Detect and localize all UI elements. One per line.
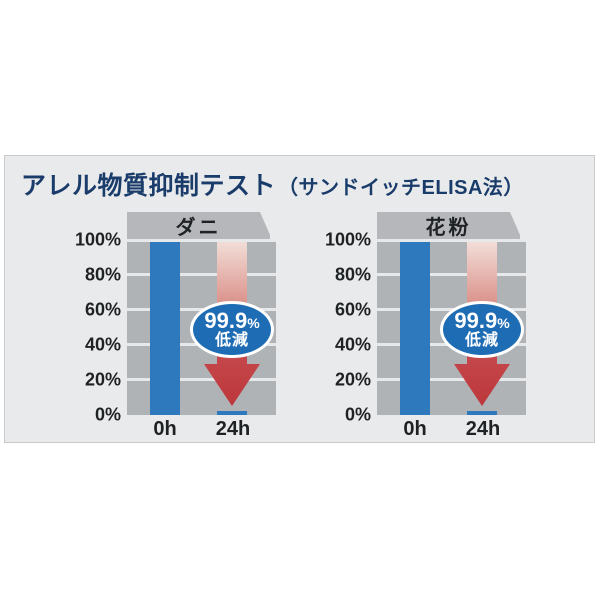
plot-area: 99.9% 低減	[377, 239, 526, 415]
y-tick-label: 60%	[84, 299, 121, 320]
x-tick-label: 24h	[215, 418, 251, 440]
y-tick-label: 0%	[94, 404, 121, 425]
title-main: アレル物質抑制テスト	[21, 172, 277, 200]
y-tick-label: 40%	[334, 334, 371, 355]
y-tick-label: 20%	[334, 369, 371, 390]
plot-area: 99.9% 低減	[127, 239, 276, 415]
bar-24h	[217, 411, 247, 415]
gridline	[377, 378, 526, 381]
reduction-badge: 99.9% 低減	[440, 301, 524, 358]
gridline	[377, 239, 526, 242]
reduction-label: 低減	[214, 331, 249, 349]
gridline	[127, 239, 276, 242]
y-tick-label: 100%	[74, 229, 121, 250]
y-tick-label: 40%	[84, 334, 121, 355]
y-tick-label: 80%	[84, 264, 121, 285]
y-tick-label: 20%	[84, 369, 121, 390]
x-axis: 0h 24h	[127, 418, 276, 442]
chart-kafun: 100% 80% 60% 40% 20% 0% 花粉	[311, 212, 526, 444]
y-tick-label: 100%	[324, 229, 371, 250]
gridline	[377, 273, 526, 276]
gridline	[127, 378, 276, 381]
y-tick-label: 0%	[344, 404, 371, 425]
page-title: アレル物質抑制テスト （サンドイッチELISA法）	[21, 166, 524, 202]
x-axis: 0h 24h	[377, 418, 526, 442]
bar-0h	[400, 242, 430, 415]
chart-title-dani: ダニ	[127, 212, 270, 239]
title-sub: （サンドイッチELISA法）	[278, 177, 524, 199]
bar-0h	[150, 242, 180, 415]
reduction-badge: 99.9% 低減	[190, 301, 274, 358]
gridline	[127, 273, 276, 276]
reduction-value: 99.9%	[204, 308, 260, 334]
x-tick-label: 24h	[465, 418, 501, 440]
x-tick-label: 0h	[403, 418, 427, 440]
y-tick-label: 60%	[334, 299, 371, 320]
reduction-label: 低減	[464, 331, 499, 349]
chart-dani: 100% 80% 60% 40% 20% 0% ダニ	[61, 212, 276, 444]
y-tick-label: 80%	[334, 264, 371, 285]
chart-title-kafun: 花粉	[377, 212, 520, 239]
bar-24h	[467, 411, 497, 415]
x-tick-label: 0h	[153, 418, 177, 440]
reduction-value: 99.9%	[454, 308, 510, 334]
content-panel: アレル物質抑制テスト （サンドイッチELISA法） 100% 80% 60% 4…	[4, 155, 595, 443]
